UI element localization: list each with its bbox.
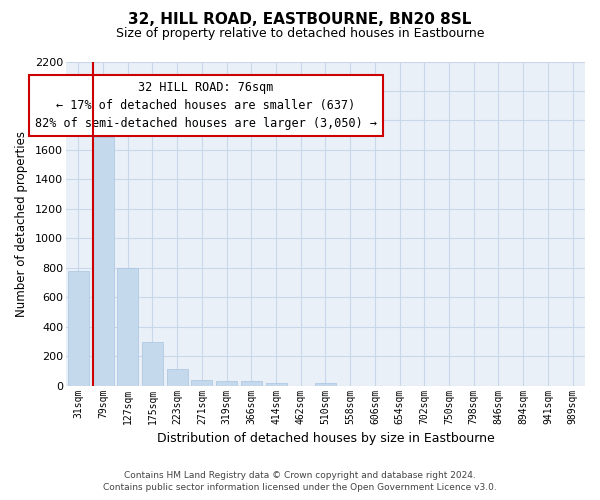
- Text: 32 HILL ROAD: 76sqm
← 17% of detached houses are smaller (637)
82% of semi-detac: 32 HILL ROAD: 76sqm ← 17% of detached ho…: [35, 81, 377, 130]
- Text: Size of property relative to detached houses in Eastbourne: Size of property relative to detached ho…: [116, 28, 484, 40]
- Y-axis label: Number of detached properties: Number of detached properties: [15, 130, 28, 316]
- Text: Contains HM Land Registry data © Crown copyright and database right 2024.
Contai: Contains HM Land Registry data © Crown c…: [103, 471, 497, 492]
- Bar: [191, 380, 212, 386]
- Text: 32, HILL ROAD, EASTBOURNE, BN20 8SL: 32, HILL ROAD, EASTBOURNE, BN20 8SL: [128, 12, 472, 28]
- Bar: [216, 381, 237, 386]
- Bar: [315, 382, 336, 386]
- Bar: [117, 268, 138, 386]
- X-axis label: Distribution of detached houses by size in Eastbourne: Distribution of detached houses by size …: [157, 432, 494, 445]
- Bar: [241, 381, 262, 386]
- Bar: [68, 270, 89, 386]
- Bar: [142, 342, 163, 386]
- Bar: [266, 382, 287, 386]
- Bar: [92, 136, 113, 386]
- Bar: [167, 370, 188, 386]
